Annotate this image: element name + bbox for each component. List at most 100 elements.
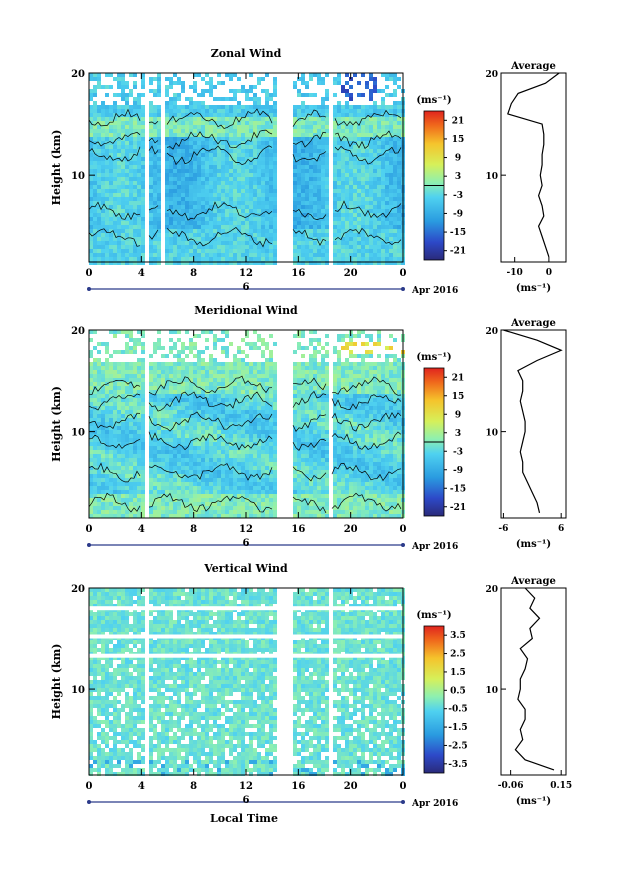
y-tick-label: 20	[71, 326, 85, 337]
profile-x-tick-label: 0.15	[550, 781, 572, 791]
x-tick-label: 12	[239, 268, 253, 279]
profile-x-tick-label: -6	[498, 524, 508, 534]
y-axis-label: Height (km)	[50, 386, 63, 462]
colorbar-tick-label: 15	[452, 392, 465, 402]
y-tick-label: 10	[71, 171, 85, 182]
x-tick-label: 8	[190, 781, 197, 792]
x-tick-label: 12	[239, 781, 253, 792]
x-tick-label: 12	[239, 524, 253, 535]
date-axis-end	[401, 543, 405, 547]
date-axis-end	[401, 287, 405, 291]
colorbar-tick-label: -3.5	[448, 760, 467, 770]
day-label: 6	[243, 795, 250, 806]
x-tick-label: 4	[138, 781, 145, 792]
date-label: Apr 2016	[411, 542, 458, 552]
profile-line	[507, 72, 560, 258]
x-tick-label: 16	[291, 524, 305, 535]
panel-title: Zonal Wind	[211, 47, 282, 60]
colorbar-tick-label: -3	[453, 191, 463, 201]
profile-x-tick-label: 6	[558, 524, 564, 534]
profile-frame	[500, 329, 567, 519]
x-tick-label: 0	[86, 268, 93, 279]
colorbar-tick-label: -21	[450, 503, 466, 513]
y-axis-label: Height (km)	[50, 644, 63, 720]
x-tick-label: 0	[400, 781, 407, 792]
profile-x-unit: (ms⁻¹)	[516, 539, 551, 550]
profile-x-unit: (ms⁻¹)	[516, 283, 551, 294]
y-tick-label: 10	[71, 685, 85, 696]
date-axis-start	[87, 543, 91, 547]
colorbar-tick-label: 21	[452, 116, 465, 126]
colorbar-tick-label: -2.5	[448, 741, 467, 751]
date-label: Apr 2016	[411, 799, 458, 809]
contour-lines	[88, 108, 402, 248]
colorbar-tick-label: 9	[455, 154, 461, 164]
profile-y-tick-label-top: 20	[485, 585, 498, 595]
profile-title: Average	[510, 318, 556, 329]
colorbar-tick-label: 3	[455, 172, 461, 182]
colorbar-tick-label: 0.5	[450, 686, 466, 696]
y-tick-label: 20	[71, 69, 85, 80]
colorbar-tick-label: 1.5	[450, 668, 466, 678]
colorbar-tick-label: -15	[450, 228, 466, 238]
x-axis-label: Local Time	[210, 812, 278, 825]
x-tick-label: 20	[344, 268, 358, 279]
heatmap-cells	[89, 588, 405, 776]
profile-y-tick-label-top: 20	[485, 70, 498, 80]
profile-x-tick-label: -0.06	[498, 781, 524, 791]
heatmap-cells	[89, 330, 405, 518]
colorbar-tick-label: -1.5	[448, 723, 467, 733]
x-tick-label: 16	[291, 781, 305, 792]
colorbar-tick-label: -21	[450, 247, 466, 257]
colorbar-tick-label: 15	[452, 135, 465, 145]
y-axis-label: Height (km)	[50, 130, 63, 206]
profile-x-tick-label: 0	[546, 268, 552, 278]
profile-line	[514, 587, 555, 771]
panel-title: Meridional Wind	[194, 304, 298, 317]
colorbar-tick-label: -9	[453, 209, 463, 219]
profile-y-tick-label-top: 20	[485, 327, 498, 337]
colorbar-tick-label: 3	[455, 429, 461, 439]
panel-0: Zonal Wind 0 4 8 12 16 20 0 20 10 Height (km) 6 Apr …	[50, 47, 567, 296]
date-axis-start	[87, 800, 91, 804]
x-tick-label: 0	[400, 524, 407, 535]
heatmap-cells	[89, 73, 405, 265]
profile-frame	[500, 72, 567, 263]
x-tick-label: 4	[138, 268, 145, 279]
x-tick-label: 4	[138, 524, 145, 535]
day-label: 6	[243, 538, 250, 549]
colorbar-unit: (ms⁻¹)	[416, 610, 451, 621]
profile-x-unit: (ms⁻¹)	[516, 796, 551, 807]
date-label: Apr 2016	[411, 286, 458, 296]
x-tick-label: 16	[291, 268, 305, 279]
profile-y-tick-label: 10	[485, 429, 498, 439]
colorbar-unit: (ms⁻¹)	[416, 95, 451, 106]
y-tick-label: 10	[71, 428, 85, 439]
profile-title: Average	[510, 61, 556, 72]
contour-lines	[88, 375, 402, 514]
colorbar-tick-label: 21	[452, 373, 465, 383]
x-tick-label: 0	[400, 268, 407, 279]
x-tick-label: 20	[344, 524, 358, 535]
date-axis-start	[87, 287, 91, 291]
profile-y-tick-label: 10	[485, 172, 498, 182]
colorbar	[423, 625, 445, 774]
profile-x-tick-label: -10	[507, 268, 523, 278]
x-tick-label: 8	[190, 268, 197, 279]
panel-2: Vertical Wind 0 4 8 12 16 20 0 20 10 Height (km) 6 A…	[50, 562, 572, 809]
profile-line	[503, 329, 563, 514]
profile-title: Average	[510, 576, 556, 587]
x-tick-label: 20	[344, 781, 358, 792]
x-tick-label: 0	[86, 524, 93, 535]
y-tick-label: 20	[71, 584, 85, 595]
profile-frame	[500, 587, 567, 776]
colorbar-tick-label: -3	[453, 447, 463, 457]
panel-1: Meridional Wind 0 4 8 12 16 20 0 20 10 Height (km)…	[50, 304, 567, 552]
colorbar-tick-label: 2.5	[450, 650, 466, 660]
colorbar-tick-label: 9	[455, 410, 461, 420]
x-tick-label: 8	[190, 524, 197, 535]
colorbar-tick-label: -9	[453, 466, 463, 476]
colorbar-unit: (ms⁻¹)	[416, 352, 451, 363]
colorbar-tick-label: -15	[450, 484, 466, 494]
